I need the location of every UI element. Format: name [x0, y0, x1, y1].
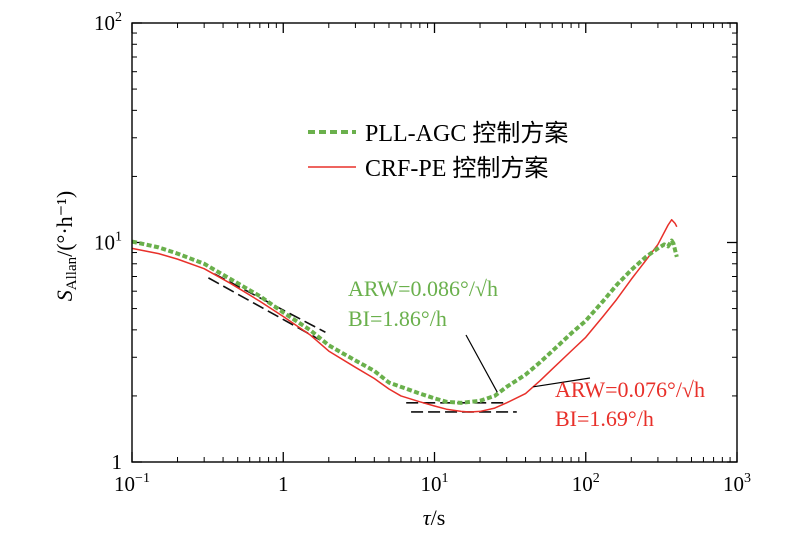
legend-label-pll-agc: PLL-AGC 控制方案 — [365, 120, 568, 147]
x-tick-label: 102 — [572, 471, 600, 496]
annotation-bi-pll-agc: BI=1.86°/h — [348, 306, 447, 331]
y-axis-title-main: S — [52, 290, 77, 301]
y-axis-title-sub: Allan — [64, 256, 80, 290]
x-axis-title-main: τ — [423, 505, 432, 530]
annotation-crf-pe: ARW=0.076°/√h BI=1.69°/h — [533, 377, 705, 431]
legend-label-crf-pe: CRF-PE 控制方案 — [365, 155, 548, 182]
x-tick-label: 10−1 — [114, 471, 150, 496]
annotation-pll-agc: ARW=0.086°/√h BI=1.86°/h — [348, 276, 498, 393]
annotation-pointer-crf-pe — [533, 377, 591, 388]
y-tick-label: 101 — [94, 230, 122, 255]
x-axis-title: τ/s — [423, 505, 446, 530]
minor-ticks — [132, 23, 737, 462]
annotation-pointer-pll-agc — [465, 334, 498, 393]
annotation-arw-crf-pe: ARW=0.076°/√h — [555, 377, 705, 402]
legend: PLL-AGC 控制方案 CRF-PE 控制方案 — [308, 120, 568, 182]
y-axis-title-suffix: /(°·h⁻¹) — [52, 191, 77, 257]
y-tick-label: 102 — [94, 10, 122, 35]
series-line-crf-pe — [131, 218, 678, 413]
series-layer — [131, 218, 679, 413]
annotation-arw-pll-agc: ARW=0.086°/√h — [348, 276, 498, 301]
y-tick-label: 1 — [112, 450, 123, 474]
series-line-pll-agc — [131, 238, 679, 405]
y-axis-title: SAllan/(°·h⁻¹) — [52, 191, 80, 301]
annotation-bi-crf-pe: BI=1.69°/h — [555, 406, 654, 431]
x-tick-label: 1 — [278, 472, 289, 496]
x-tick-label: 101 — [421, 471, 449, 496]
plot-frame — [131, 22, 738, 463]
x-tick-label: 103 — [723, 471, 751, 496]
x-axis-title-suffix: /s — [431, 505, 446, 530]
